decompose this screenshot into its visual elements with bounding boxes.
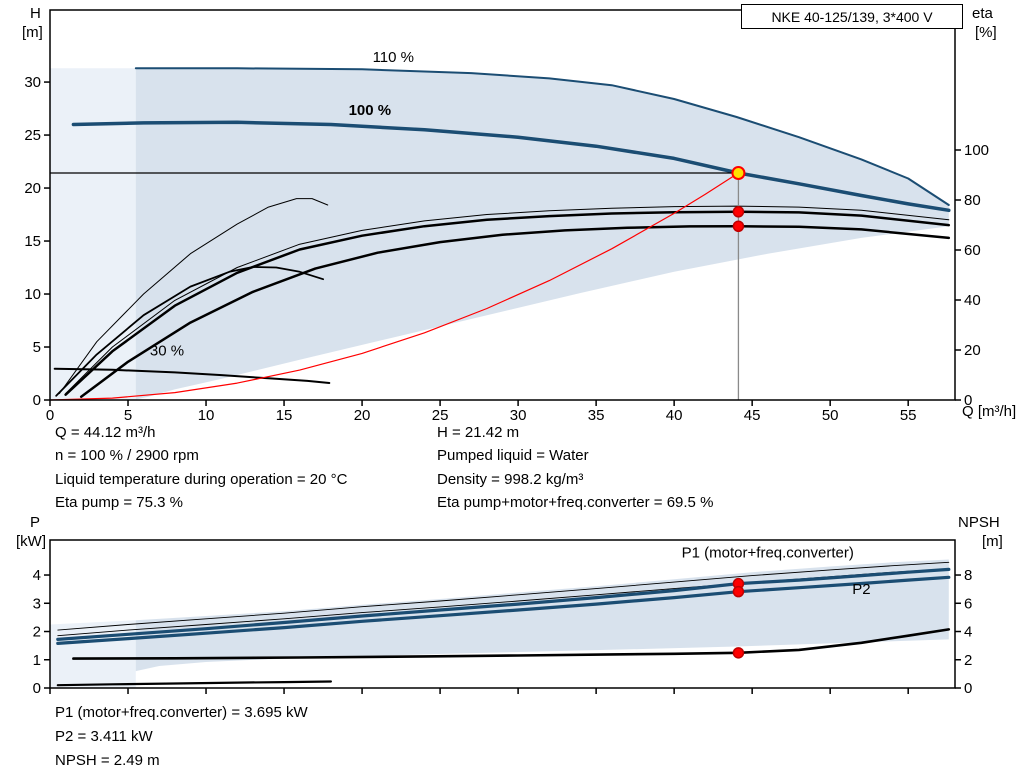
duty-point[interactable] <box>731 165 746 180</box>
series-npsh-curve <box>72 628 951 660</box>
x-tick-label: 0 <box>46 407 54 424</box>
y-tick-label: 10 <box>24 286 41 303</box>
y-tick-label: 4 <box>33 567 41 584</box>
series-p1-motor-converter <box>56 567 951 642</box>
p-axis-label: P <box>30 514 41 531</box>
y2-tick-label: 20 <box>964 342 981 359</box>
curve-label: 110 % <box>373 49 414 66</box>
series-p-30pct <box>56 680 332 687</box>
series-speed-30pct <box>53 367 331 384</box>
x-tick-label: 55 <box>900 407 917 424</box>
x-tick-label: 5 <box>124 407 132 424</box>
x-tick-label: 30 <box>510 407 527 424</box>
p2-point <box>732 585 745 598</box>
result-eta-total: Eta pump+motor+freq.converter = 69.5 % <box>437 494 714 512</box>
h-axis-label: H <box>30 5 41 22</box>
result-npsh: NPSH = 2.49 m <box>55 752 160 769</box>
y2-tick-label: 8 <box>964 567 972 584</box>
series-affinity-parabola <box>49 172 740 401</box>
y2-tick-label: 0 <box>964 680 972 697</box>
eta-axis-label: eta <box>972 5 993 22</box>
result-p1: P1 (motor+freq.converter) = 3.695 kW <box>55 704 308 721</box>
x-tick-label: 35 <box>588 407 605 424</box>
series-eta-pump-motor-converter <box>79 225 951 399</box>
hq-chart: 0 5 10 15 20 25 30 35 40 45 50 55 0 5 10 15 20 25 30 0 20 40 6… <box>24 9 989 424</box>
eta-pump-point <box>732 206 745 218</box>
x-tick-label: 50 <box>822 407 839 424</box>
curve-label: P2 <box>852 581 870 598</box>
result-head: H = 21.42 m <box>437 424 520 441</box>
p-axis-unit: [kW] <box>16 533 46 550</box>
series-eta-pump-upper <box>65 205 950 395</box>
npsh-axis-label: NPSH <box>958 514 1000 531</box>
power-npsh-chart: 0 1 2 3 4 0 2 4 6 8 P1 (motor+freq.converter) P2 <box>33 539 972 697</box>
result-speed: n = 100 % / 2900 rpm <box>55 447 199 465</box>
result-eta-pump: Eta pump = 75.3 % <box>55 494 183 512</box>
curve-label: 30 % <box>150 342 184 359</box>
envelope-low-flow <box>50 68 136 401</box>
x-tick-label: 45 <box>744 407 761 424</box>
operating-data-left: Q = 44.12 m³/h n = 100 % / 2900 rpm Liqu… <box>55 421 347 515</box>
power-data: P1 (motor+freq.converter) = 3.695 kW P2 … <box>55 701 308 773</box>
series-eta-pump <box>64 210 951 396</box>
hq-chart-plot-frame[interactable] <box>49 9 956 401</box>
y-tick-label: 20 <box>24 180 41 197</box>
curve-label: P1 (motor+freq.converter) <box>682 545 854 562</box>
power-envelope <box>135 559 949 672</box>
y-tick-label: 3 <box>33 595 41 612</box>
x-tick-label: 40 <box>666 407 683 424</box>
y-tick-label: 1 <box>33 652 41 669</box>
y2-tick-label: 6 <box>964 595 972 612</box>
pump-name: NKE 40-125/139, 3*400 V <box>771 8 933 25</box>
y2-tick-label: 0 <box>964 392 972 409</box>
series-speed-100pct <box>71 120 951 213</box>
y-tick-label: 0 <box>33 392 41 409</box>
eta-axis-unit: [%] <box>975 24 997 41</box>
series-p-upper-thin <box>57 561 950 631</box>
y-tick-label: 30 <box>24 74 41 91</box>
y2-tick-label: 100 <box>964 142 989 159</box>
result-density: Density = 998.2 kg/m³ <box>437 470 584 488</box>
series-p2-shaft-power <box>56 575 951 646</box>
y2-tick-label: 40 <box>964 292 981 309</box>
curve-label: 100 % <box>349 102 392 119</box>
npsh-axis-unit: [m] <box>982 533 1003 550</box>
result-liquid-temp: Liquid temperature during operation = 20… <box>55 470 348 488</box>
y-tick-label: 15 <box>24 233 41 250</box>
y2-tick-label: 4 <box>964 624 972 641</box>
result-flow: Q = 44.12 m³/h <box>55 424 156 441</box>
result-p2: P2 = 3.411 kW <box>55 728 153 745</box>
y-tick-label: 2 <box>33 624 41 641</box>
operating-envelope <box>135 68 949 400</box>
y2-tick-label: 80 <box>964 192 981 209</box>
x-tick-label: 25 <box>432 407 449 424</box>
eta-total-point <box>732 220 745 232</box>
y2-tick-label: 2 <box>964 652 972 669</box>
npsh-point <box>732 647 745 659</box>
pump-title-box: NKE 40-125/139, 3*400 V <box>741 4 963 29</box>
result-pumped-liquid: Pumped liquid = Water <box>437 447 589 465</box>
q-axis-label: Q [m³/h] <box>962 403 1017 420</box>
series-speed-110pct <box>134 67 950 206</box>
y-tick-label: 5 <box>33 339 41 356</box>
y-tick-label: 0 <box>33 680 41 697</box>
x-tick-label: 15 <box>276 407 293 424</box>
series-eta-curve-thin <box>58 198 329 395</box>
y-tick-label: 25 <box>24 127 41 144</box>
x-tick-label: 20 <box>354 407 371 424</box>
power-npsh-chart-plot-frame[interactable] <box>49 539 956 689</box>
x-tick-label: 10 <box>198 407 215 424</box>
h-axis-unit: [m] <box>22 24 43 41</box>
y2-tick-label: 60 <box>964 242 981 259</box>
operating-data-right: H = 21.42 m Pumped liquid = Water Densit… <box>437 421 713 515</box>
